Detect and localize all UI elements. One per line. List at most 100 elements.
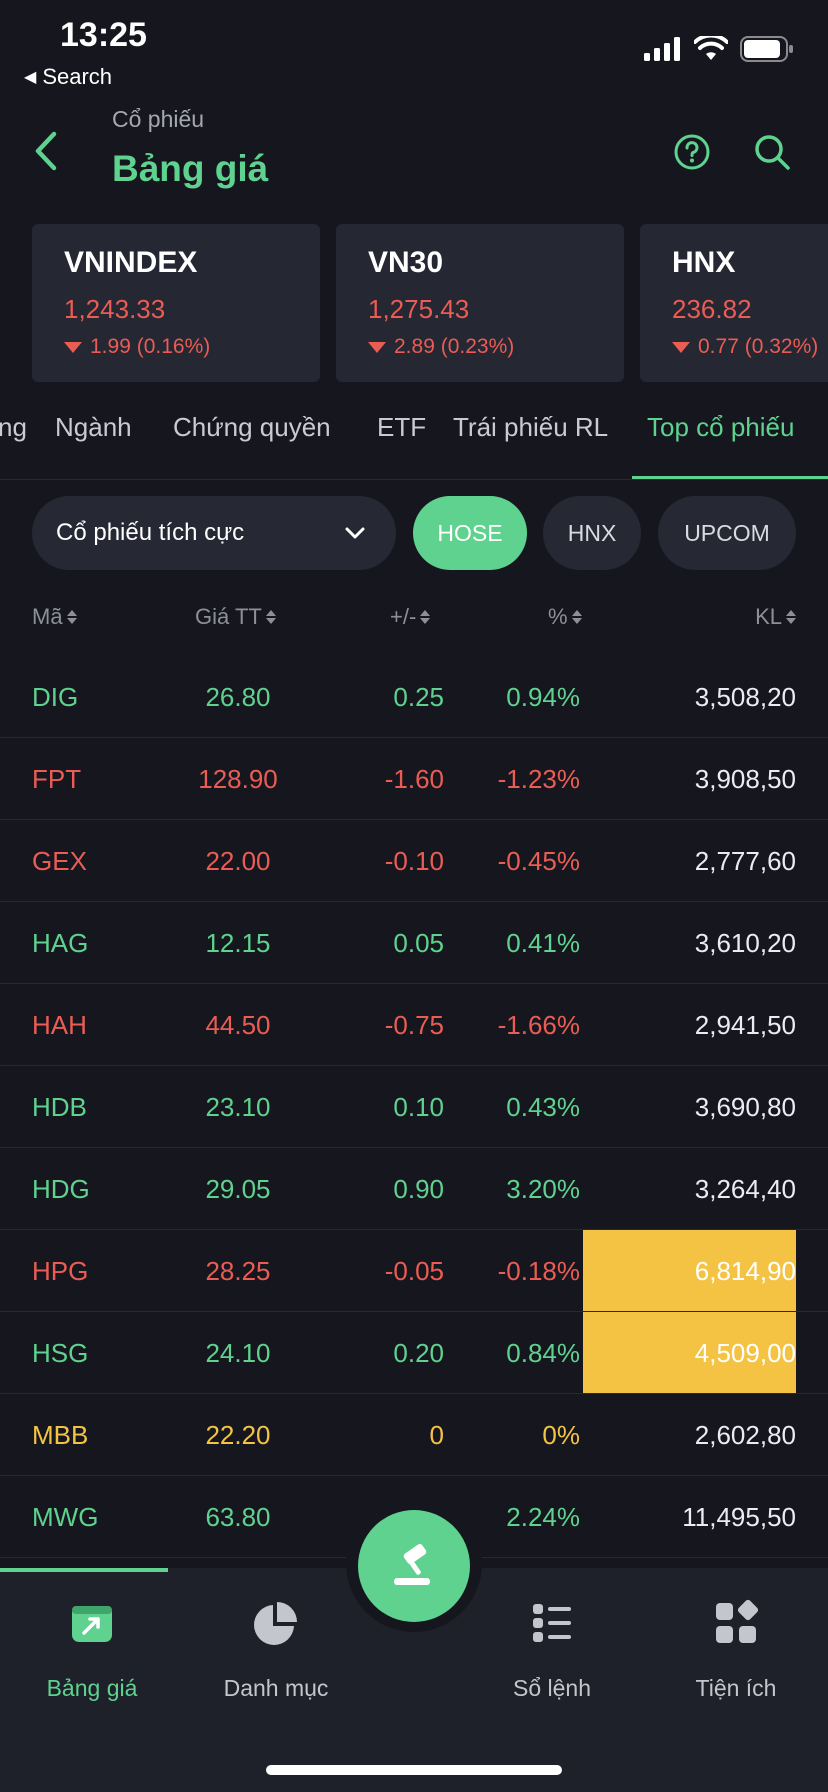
cell-percent: 0.41% xyxy=(506,928,580,958)
table-row[interactable]: HDB 23.10 0.10 0.43% 3,690,80 xyxy=(0,1066,828,1148)
index-card-hnx[interactable]: HNX 236.82 0.77 (0.32%) xyxy=(640,224,828,382)
index-value: 236.82 xyxy=(672,294,752,324)
index-change-text: 2.89 (0.23%) xyxy=(394,335,515,358)
cell-change: 0.10 xyxy=(393,1092,444,1122)
cell-price: 44.50 xyxy=(205,1010,271,1040)
cell-percent: -1.66% xyxy=(497,1010,580,1040)
tab-bar-danh-muc[interactable]: Danh mục xyxy=(186,1598,366,1702)
index-card-vnindex[interactable]: VNINDEX 1,243.33 1.99 (0.16%) xyxy=(32,224,320,382)
active-tab-bar-indicator xyxy=(0,1568,168,1572)
table-row[interactable]: HSG 24.10 0.20 0.84% 4,509,00 xyxy=(0,1312,828,1394)
back-to-search-link[interactable]: ◀ Search xyxy=(24,64,112,90)
order-book-icon xyxy=(533,1604,571,1642)
table-row[interactable]: DIG 26.80 0.25 0.94% 3,508,20 xyxy=(0,656,828,738)
help-circle-icon xyxy=(674,134,710,170)
page-subtitle: Cổ phiếu xyxy=(112,106,205,132)
index-change: 0.77 (0.32%) xyxy=(672,335,828,359)
cell-percent: 0.94% xyxy=(506,682,580,712)
cell-percent: 0.43% xyxy=(506,1092,580,1122)
cell-change: -0.05 xyxy=(384,1256,444,1286)
tab-bar-tien-ich[interactable]: Tiện ích xyxy=(646,1598,826,1702)
cell-percent: -0.18% xyxy=(497,1256,580,1286)
cell-price: 24.10 xyxy=(205,1338,271,1368)
cell-price: 26.80 xyxy=(205,682,271,712)
cell-price: 128.90 xyxy=(198,764,278,794)
table-row[interactable]: MBB 22.20 0 0% 2,602,80 xyxy=(0,1394,828,1476)
index-change: 2.89 (0.23%) xyxy=(368,335,624,359)
cell-symbol: MWG xyxy=(32,1502,99,1532)
cell-price: 29.05 xyxy=(205,1174,271,1204)
cell-symbol: MBB xyxy=(32,1420,89,1450)
utilities-grid-icon xyxy=(716,1599,759,1643)
index-value: 1,243.33 xyxy=(64,294,166,324)
exchange-pill-hose[interactable]: HOSE xyxy=(413,496,527,570)
cell-volume: 2,602,80 xyxy=(694,1420,796,1450)
cell-change: 0 xyxy=(429,1420,444,1450)
column-header-price[interactable]: Giá TT xyxy=(195,604,276,630)
cell-symbol: GEX xyxy=(32,846,87,876)
column-header-symbol[interactable]: Mã xyxy=(32,604,77,630)
help-button[interactable] xyxy=(672,132,712,172)
cell-volume: 3,690,80 xyxy=(694,1092,796,1122)
column-header-percent[interactable]: % xyxy=(548,604,582,630)
cell-change: 0.90 xyxy=(393,1174,444,1204)
cell-percent: 3.20% xyxy=(506,1174,580,1204)
cell-change: 0.20 xyxy=(393,1338,444,1368)
exchange-pill-upcom[interactable]: UPCOM xyxy=(658,496,796,570)
place-order-button[interactable] xyxy=(358,1510,470,1622)
tab-bar-so-lenh[interactable]: Sổ lệnh xyxy=(462,1598,642,1702)
index-card-vn30[interactable]: VN30 1,275.43 2.89 (0.23%) xyxy=(336,224,624,382)
index-change-text: 1.99 (0.16%) xyxy=(90,335,211,358)
dropdown-value: Cổ phiếu tích cực xyxy=(56,519,245,546)
back-button[interactable] xyxy=(28,128,68,174)
stock-filter-dropdown[interactable]: Cổ phiếu tích cực xyxy=(32,496,396,570)
home-indicator xyxy=(266,1765,562,1775)
table-row[interactable]: HPG 28.25 -0.05 -0.18% 6,814,90 xyxy=(0,1230,828,1312)
category-tabs: ng Ngành Chứng quyền ETF Trái phiếu RL T… xyxy=(0,396,828,480)
volume-highlight xyxy=(583,1230,796,1311)
table-row[interactable]: HAH 44.50 -0.75 -1.66% 2,941,50 xyxy=(0,984,828,1066)
tab-nganh[interactable]: Ngành xyxy=(55,412,132,442)
cell-symbol: HAG xyxy=(32,928,89,958)
cell-change: -0.10 xyxy=(384,846,444,876)
cell-change: 0.05 xyxy=(393,928,444,958)
tab-etf[interactable]: ETF xyxy=(377,412,427,442)
tab-chung-quyen[interactable]: Chứng quyền xyxy=(173,412,331,442)
column-header-label: Mã xyxy=(32,604,63,629)
column-header-label: % xyxy=(548,604,568,629)
cell-percent: 2.24% xyxy=(506,1502,580,1532)
table-row[interactable]: HDG 29.05 0.90 3.20% 3,264,40 xyxy=(0,1148,828,1230)
tab-trai-phieu-rl[interactable]: Trái phiếu RL xyxy=(453,412,609,442)
exchange-pill-hnx[interactable]: HNX xyxy=(543,496,641,570)
cell-symbol: HSG xyxy=(32,1338,89,1368)
cell-percent: -0.45% xyxy=(497,846,580,876)
cell-price: 22.00 xyxy=(205,846,271,876)
cell-price: 12.15 xyxy=(205,928,271,958)
status-bar: 13:25 ◀ Search xyxy=(0,0,828,90)
tab-partial[interactable]: ng xyxy=(0,412,27,442)
index-cards: VNINDEX 1,243.33 1.99 (0.16%) VN30 1,275… xyxy=(0,224,828,384)
column-header-volume[interactable]: KL xyxy=(755,604,796,630)
cell-symbol: DIG xyxy=(32,682,79,712)
column-header-change[interactable]: +/- xyxy=(390,604,431,630)
page-title: Bảng giá xyxy=(112,148,269,189)
tab-bar-label: Tiện ích xyxy=(695,1675,777,1701)
search-button[interactable] xyxy=(752,132,792,172)
table-row[interactable]: HAG 12.15 0.05 0.41% 3,610,20 xyxy=(0,902,828,984)
table-row[interactable]: FPT 128.90 -1.60 -1.23% 3,908,50 xyxy=(0,738,828,820)
cell-price: 63.80 xyxy=(205,1502,271,1532)
cell-volume: 11,495,50 xyxy=(682,1502,796,1532)
battery-icon xyxy=(740,36,793,62)
tab-bar-bang-gia[interactable]: Bảng giá xyxy=(2,1598,182,1702)
active-tab-indicator xyxy=(632,476,828,479)
sort-icon xyxy=(265,610,276,624)
table-row[interactable]: GEX 22.00 -0.10 -0.45% 2,777,60 xyxy=(0,820,828,902)
status-time: 13:25 xyxy=(60,16,147,54)
cell-price: 22.20 xyxy=(205,1420,271,1450)
tab-top-co-phieu[interactable]: Top cổ phiếu xyxy=(647,412,795,442)
index-value: 1,275.43 xyxy=(368,294,470,324)
index-name: HNX xyxy=(672,246,736,279)
sort-icon xyxy=(571,610,582,624)
index-name: VNINDEX xyxy=(64,246,198,279)
tab-bar-label: Sổ lệnh xyxy=(512,1675,591,1701)
